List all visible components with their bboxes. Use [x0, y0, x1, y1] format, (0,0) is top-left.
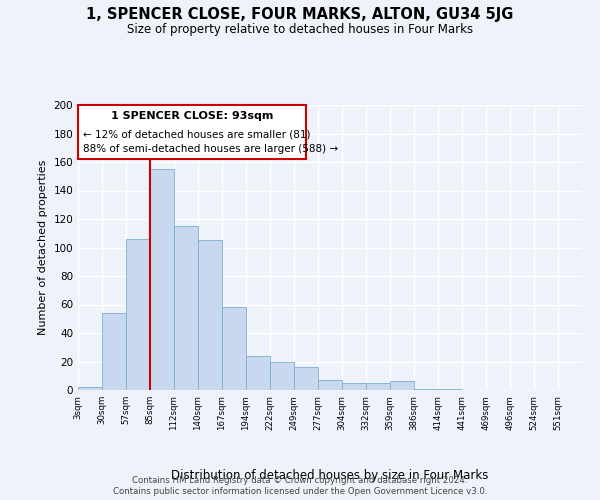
X-axis label: Distribution of detached houses by size in Four Marks: Distribution of detached houses by size …	[172, 468, 488, 481]
Bar	[414, 388, 438, 390]
Bar	[342, 383, 366, 390]
Bar	[102, 313, 126, 390]
Text: Size of property relative to detached houses in Four Marks: Size of property relative to detached ho…	[127, 22, 473, 36]
Text: ← 12% of detached houses are smaller (81): ← 12% of detached houses are smaller (81…	[83, 129, 310, 139]
Bar	[150, 169, 174, 390]
Bar	[198, 240, 222, 390]
Text: Contains HM Land Registry data © Crown copyright and database right 2024.: Contains HM Land Registry data © Crown c…	[132, 476, 468, 485]
Bar	[270, 362, 294, 390]
Bar	[222, 308, 246, 390]
Text: 1 SPENCER CLOSE: 93sqm: 1 SPENCER CLOSE: 93sqm	[111, 111, 273, 121]
Text: 88% of semi-detached houses are larger (588) →: 88% of semi-detached houses are larger (…	[83, 144, 338, 154]
Bar	[174, 226, 198, 390]
Bar	[78, 387, 102, 390]
Text: Contains public sector information licensed under the Open Government Licence v3: Contains public sector information licen…	[113, 487, 487, 496]
Bar	[126, 239, 150, 390]
Bar	[366, 383, 390, 390]
Bar	[246, 356, 270, 390]
Bar	[390, 382, 414, 390]
Bar	[438, 388, 462, 390]
Text: 1, SPENCER CLOSE, FOUR MARKS, ALTON, GU34 5JG: 1, SPENCER CLOSE, FOUR MARKS, ALTON, GU3…	[86, 8, 514, 22]
Y-axis label: Number of detached properties: Number of detached properties	[38, 160, 48, 335]
Bar	[318, 380, 342, 390]
Bar	[294, 367, 318, 390]
